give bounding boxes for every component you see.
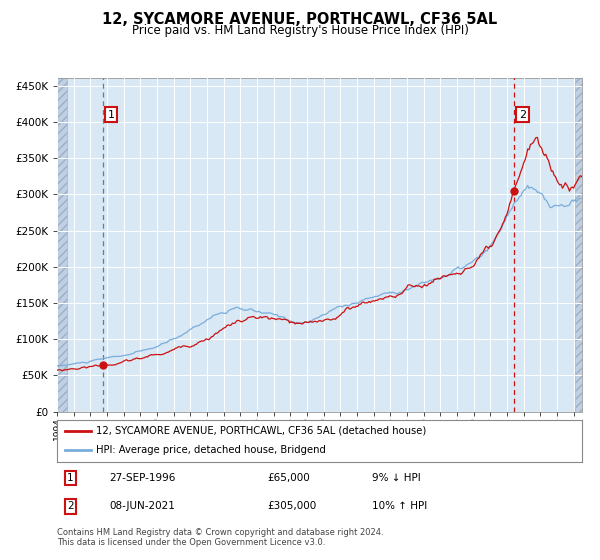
Text: £305,000: £305,000 bbox=[267, 501, 316, 511]
Text: 1: 1 bbox=[67, 473, 73, 483]
Text: HPI: Average price, detached house, Bridgend: HPI: Average price, detached house, Brid… bbox=[97, 445, 326, 455]
Text: 27-SEP-1996: 27-SEP-1996 bbox=[110, 473, 176, 483]
Text: £65,000: £65,000 bbox=[267, 473, 310, 483]
Text: 08-JUN-2021: 08-JUN-2021 bbox=[110, 501, 175, 511]
Text: 12, SYCAMORE AVENUE, PORTHCAWL, CF36 5AL: 12, SYCAMORE AVENUE, PORTHCAWL, CF36 5AL bbox=[103, 12, 497, 27]
Text: 9% ↓ HPI: 9% ↓ HPI bbox=[372, 473, 421, 483]
Text: 2: 2 bbox=[519, 110, 526, 120]
Text: 1: 1 bbox=[107, 110, 115, 120]
Text: Price paid vs. HM Land Registry's House Price Index (HPI): Price paid vs. HM Land Registry's House … bbox=[131, 24, 469, 37]
Text: Contains HM Land Registry data © Crown copyright and database right 2024.
This d: Contains HM Land Registry data © Crown c… bbox=[57, 528, 383, 547]
Text: 2: 2 bbox=[67, 501, 73, 511]
Text: 10% ↑ HPI: 10% ↑ HPI bbox=[372, 501, 427, 511]
Text: 12, SYCAMORE AVENUE, PORTHCAWL, CF36 5AL (detached house): 12, SYCAMORE AVENUE, PORTHCAWL, CF36 5AL… bbox=[97, 426, 427, 436]
